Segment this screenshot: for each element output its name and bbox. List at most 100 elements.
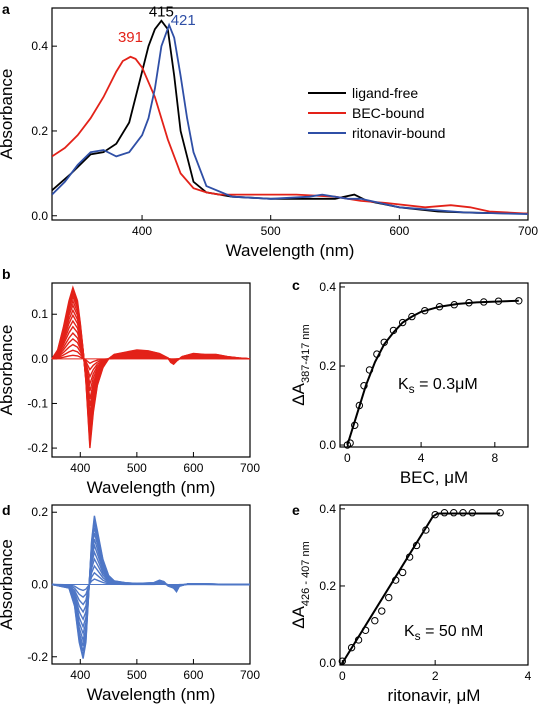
difference-spectrum-14 [51, 288, 251, 445]
y-axis-label-main: ΔA [289, 605, 308, 628]
peak-label-3: 421 [171, 12, 196, 29]
y-tick-label: 0.0 [31, 352, 48, 366]
data-point [392, 576, 400, 584]
panel-c: 0 4 8 0.0 0.2 0.4 BEC, μM c ΔA387-417 nm Ks = 0.3… [289, 277, 529, 487]
y-tick-label: -0.2 [27, 650, 48, 664]
data-point [398, 568, 407, 577]
data-point [346, 439, 354, 447]
data-point [450, 301, 458, 309]
x-axis-label: BEC, μM [400, 468, 468, 487]
ks-value: = 50 nM [421, 623, 484, 640]
data-point [496, 509, 504, 517]
x-tick-label: 700 [240, 668, 260, 682]
data-point [378, 607, 386, 615]
data-point [459, 509, 467, 517]
fit-curve [341, 512, 501, 664]
ks-subscript: s [409, 382, 415, 396]
difference-spectrum-9 [51, 308, 251, 420]
data-point [421, 306, 429, 315]
panel-letter: e [292, 502, 300, 518]
data-point [354, 636, 363, 644]
y-tick-label: 0.0 [31, 578, 48, 592]
ks-symbol: K [398, 376, 409, 393]
y-axis-label-main: ΔA [289, 382, 308, 405]
x-tick-label: 500 [261, 224, 281, 238]
y-axis-label: Absorbance [0, 325, 16, 416]
y-tick-label: 0.0 [31, 209, 48, 223]
panel-d: 400 500 600 700 -0.2 0.0 0.2 Wavelength (nm) d Ab… [0, 502, 260, 704]
x-tick-label: 400 [132, 224, 152, 238]
difference-spectrum-10 [51, 522, 250, 652]
data-point [515, 297, 523, 305]
x-tick-label: 4 [525, 669, 532, 683]
difference-spectrum-11 [51, 299, 251, 432]
y-axis-label: Absorbance [0, 539, 16, 630]
panel-b: 400 500 600 700 -0.2 -0.1 0.0 0.1 Wavelength (nm… [0, 266, 260, 497]
data-point [365, 366, 374, 374]
panel-e: 0 2 4 0.0 0.2 0.4 ritonavir, μM e ΔA426 - 407 nm… [289, 502, 532, 705]
x-tick-label: 0 [339, 669, 346, 683]
data-point [361, 626, 370, 635]
peak-label-2: 391 [118, 29, 143, 46]
data-point [440, 509, 449, 517]
x-tick-label: 600 [183, 668, 203, 682]
x-tick-label: 500 [127, 461, 147, 475]
difference-spectrum-13 [51, 291, 251, 441]
data-point [351, 421, 359, 429]
data-point [465, 299, 473, 307]
y-axis-label-subscript: 426 - 407 nm [300, 541, 312, 606]
x-tick-label: 0 [344, 451, 351, 465]
y-axis-label: ΔA387-417 nm [289, 324, 312, 405]
series-line-1 [52, 19, 528, 215]
data-point [431, 510, 439, 519]
x-axis-label: Wavelength (nm) [87, 478, 216, 497]
data-point [355, 401, 364, 410]
difference-spectrum-15 [51, 285, 251, 449]
data-point [450, 509, 458, 517]
y-tick-label: 0.2 [319, 579, 336, 593]
x-tick-label: 600 [183, 461, 203, 475]
y-tick-label: 0.1 [31, 307, 48, 321]
panel-letter: d [2, 502, 11, 518]
plot-frame [51, 7, 529, 221]
panel-letter: b [2, 266, 11, 282]
x-tick-label: 700 [518, 224, 538, 238]
x-axis-label: Wavelength (nm) [226, 241, 355, 260]
y-tick-label: 0.0 [319, 656, 336, 670]
data-point [338, 657, 347, 665]
data-point [408, 312, 416, 321]
ks-annotation: Ks = 50 nM [404, 623, 483, 643]
y-tick-label: 0.2 [31, 124, 48, 138]
panel-letter: a [2, 1, 10, 17]
data-point [412, 541, 421, 550]
data-point [360, 382, 368, 390]
y-tick-label: 0.4 [31, 39, 48, 53]
x-tick-label: 500 [127, 668, 147, 682]
y-tick-label: -0.2 [27, 441, 48, 455]
data-point [398, 318, 407, 327]
difference-spectrum-12 [51, 294, 251, 437]
x-tick-label: 4 [418, 451, 425, 465]
y-axis-label: ΔA426 - 407 nm [289, 541, 312, 629]
y-axis-label: Absorbance [0, 69, 16, 160]
data-point [347, 643, 356, 652]
data-point [494, 297, 503, 305]
series-line-3 [52, 22, 528, 215]
difference-spectrum-4 [51, 557, 250, 614]
plot-frame [51, 282, 251, 458]
x-tick-label: 400 [70, 461, 90, 475]
x-axis-label: ritonavir, μM [388, 686, 481, 705]
x-axis-label: Wavelength (nm) [87, 685, 216, 704]
data-point [380, 338, 388, 346]
legend-entry-2: BEC-bound [352, 105, 424, 121]
ks-symbol: K [404, 623, 415, 640]
panel-letter: c [292, 277, 300, 293]
x-tick-label: 8 [491, 451, 498, 465]
data-point [389, 326, 398, 335]
ks-subscript: s [415, 629, 421, 643]
fit-curve [346, 299, 519, 446]
difference-spectrum-6 [51, 542, 250, 629]
difference-spectrum-10 [51, 303, 251, 426]
data-point [371, 616, 379, 625]
